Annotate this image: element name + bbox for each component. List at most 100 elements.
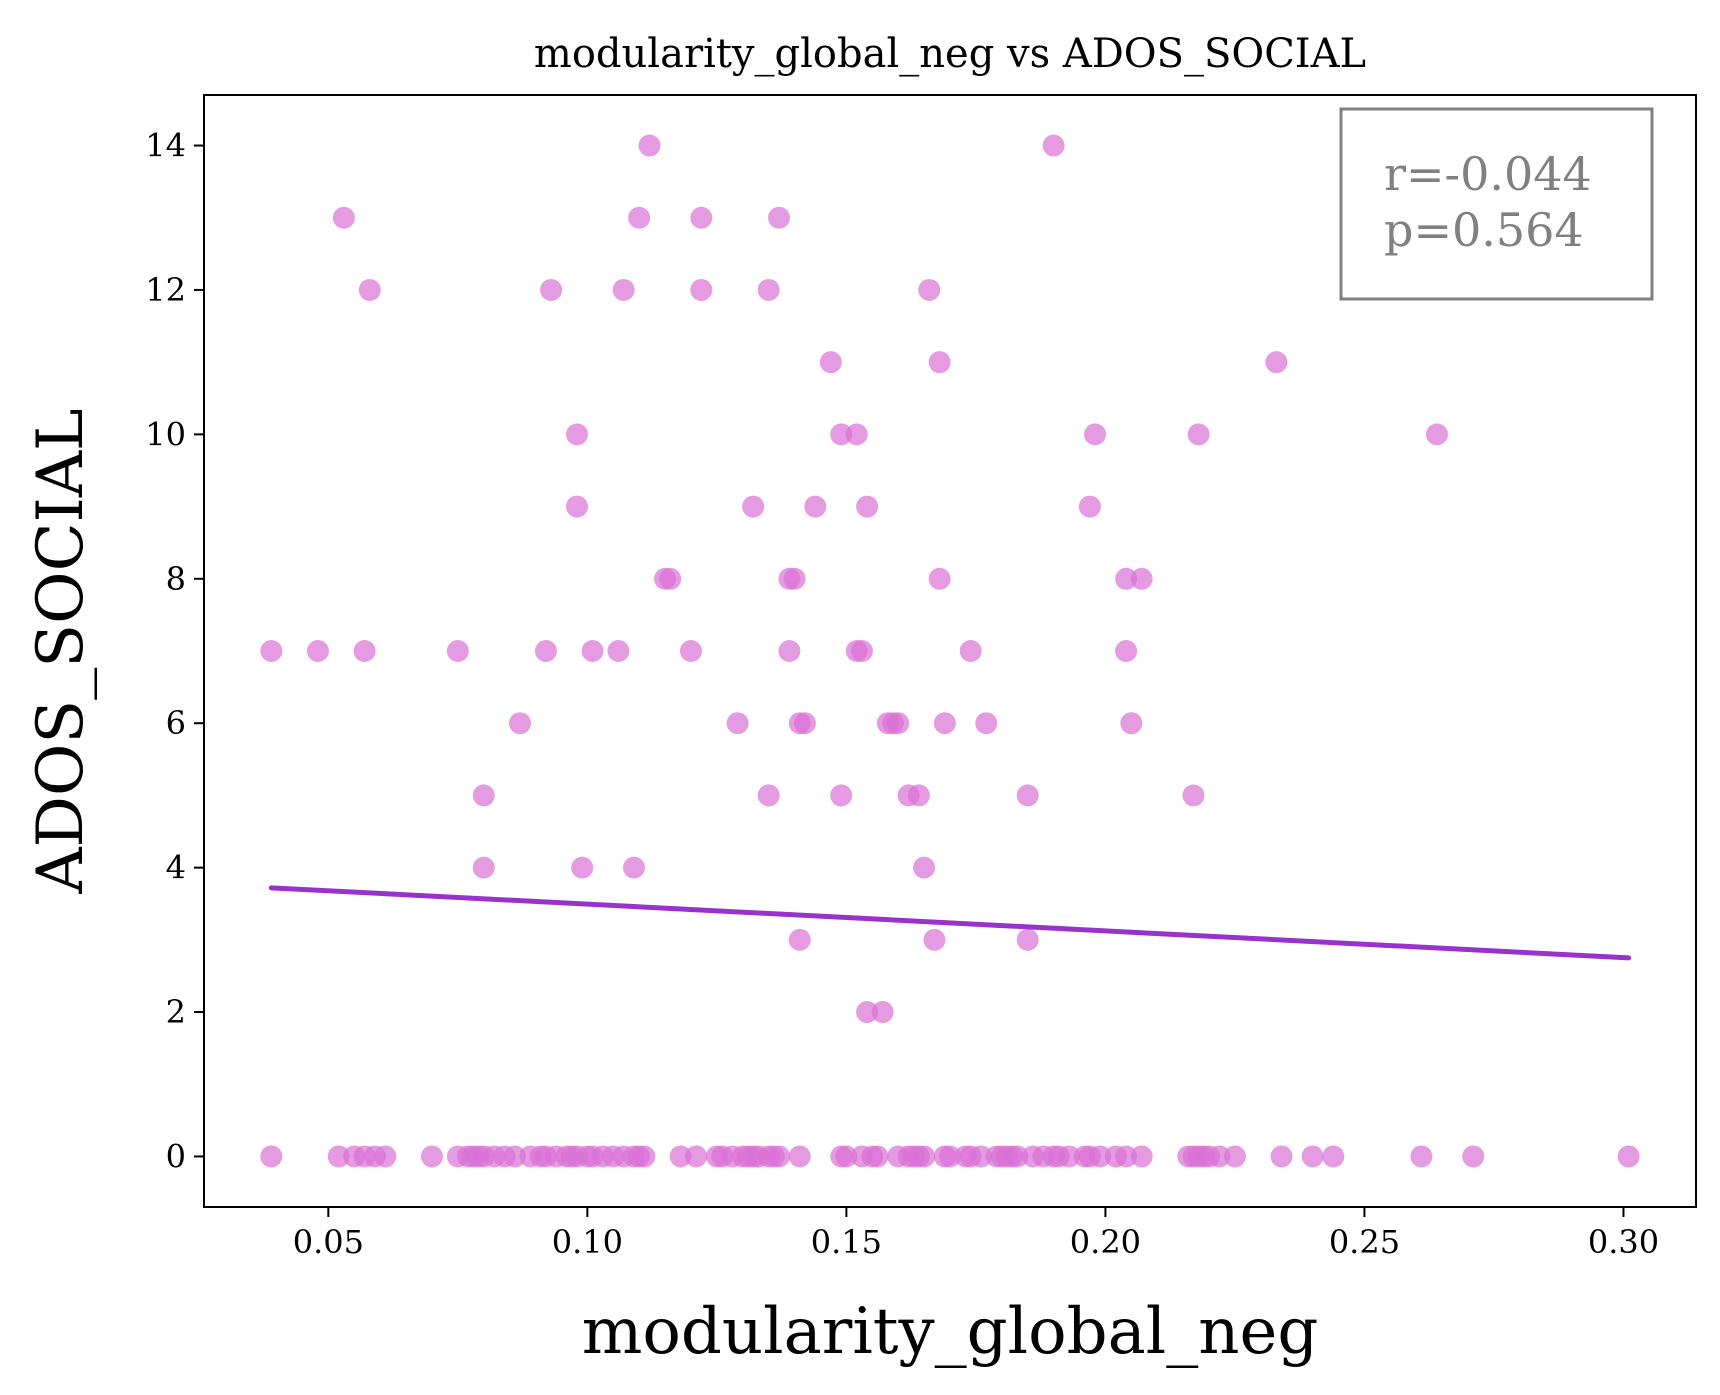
data-point	[358, 278, 381, 301]
data-point	[638, 134, 661, 157]
data-point	[420, 1145, 443, 1168]
data-point	[975, 712, 998, 735]
data-point	[742, 495, 765, 518]
data-point	[685, 1145, 708, 1168]
data-point	[1115, 640, 1138, 662]
data-point	[374, 1145, 397, 1168]
data-point	[1182, 784, 1205, 807]
data-point	[633, 1145, 656, 1168]
data-point	[566, 495, 588, 518]
data-point	[571, 856, 594, 879]
x-tick-label: 0.10	[552, 1223, 623, 1261]
data-point	[446, 640, 469, 662]
data-point	[1301, 1145, 1324, 1168]
data-point	[332, 206, 355, 229]
data-point	[622, 856, 645, 879]
data-point	[581, 640, 604, 662]
data-point	[845, 423, 868, 446]
data-point	[939, 1145, 961, 1168]
data-point	[260, 640, 283, 662]
data-point	[804, 495, 827, 518]
data-point	[1187, 423, 1210, 446]
data-point	[607, 640, 630, 662]
data-point	[788, 1145, 811, 1168]
x-tick-label: 0.05	[293, 1223, 364, 1261]
data-point	[768, 206, 791, 229]
data-point	[306, 640, 329, 662]
stats-annotation: r=-0.044 p=0.564	[1339, 107, 1654, 301]
data-point	[1223, 1145, 1246, 1168]
y-tick-label: 2	[166, 993, 186, 1031]
data-point	[907, 784, 930, 807]
data-point	[679, 640, 702, 662]
data-point	[970, 1145, 993, 1168]
x-tick-label: 0.15	[811, 1223, 882, 1261]
y-tick-label: 14	[145, 127, 186, 165]
data-point	[1058, 1145, 1081, 1168]
data-point	[1016, 928, 1039, 951]
stats-p-value: p=0.564	[1384, 203, 1584, 257]
data-point	[757, 278, 780, 301]
data-point	[472, 784, 495, 807]
data-point	[913, 856, 936, 879]
data-point	[856, 495, 879, 518]
regression-line	[268, 885, 1632, 961]
data-point	[757, 784, 780, 807]
data-point	[1115, 567, 1138, 590]
data-point	[659, 567, 682, 590]
x-axis-ticks: 0.05 0.10 0.15 0.20 0.25 0.30	[293, 1207, 1659, 1261]
data-point	[566, 423, 588, 446]
data-point	[1270, 1145, 1293, 1168]
data-point	[1617, 1145, 1640, 1168]
data-point	[1410, 1145, 1433, 1168]
data-point	[1089, 1145, 1112, 1168]
data-point	[830, 784, 853, 807]
y-tick-label: 4	[166, 849, 186, 887]
data-point	[628, 206, 651, 229]
data-point	[1078, 495, 1101, 518]
data-point	[1208, 1145, 1231, 1168]
data-point	[509, 712, 532, 735]
plot-frame	[203, 94, 1697, 1208]
stats-box-border	[1339, 107, 1654, 301]
data-point	[260, 1145, 283, 1168]
data-point	[793, 712, 816, 735]
data-point	[353, 640, 376, 662]
data-point	[778, 640, 801, 662]
data-point	[1120, 712, 1143, 735]
y-tick-label: 0	[166, 1137, 186, 1175]
data-point	[866, 1145, 889, 1168]
x-tick-label: 0.30	[1588, 1223, 1659, 1261]
y-tick-label: 8	[166, 560, 186, 598]
data-point	[726, 712, 749, 735]
data-point	[1006, 1145, 1029, 1168]
data-point	[690, 206, 713, 229]
data-point	[768, 1145, 791, 1168]
data-point	[856, 1001, 879, 1024]
data-point	[1322, 1145, 1345, 1168]
data-point	[918, 278, 941, 301]
data-point	[871, 1001, 894, 1024]
data-point	[1425, 423, 1448, 446]
x-tick-label: 0.20	[1070, 1223, 1141, 1261]
data-point	[1115, 1145, 1138, 1168]
regression-line-group	[268, 885, 1632, 961]
data-point	[928, 351, 951, 374]
data-point	[503, 1145, 526, 1168]
y-tick-label: 10	[145, 415, 186, 453]
y-axis-title: ADOS_SOCIAL	[24, 408, 98, 894]
data-point	[1042, 134, 1065, 157]
data-point	[830, 423, 853, 446]
data-point	[534, 640, 557, 662]
data-point	[1084, 423, 1107, 446]
data-point	[819, 351, 842, 374]
data-point	[850, 640, 873, 662]
y-tick-label: 12	[145, 271, 186, 309]
data-point	[788, 928, 811, 951]
data-point	[540, 278, 563, 301]
data-point	[1130, 1145, 1153, 1168]
data-point	[1016, 784, 1039, 807]
data-point	[923, 928, 946, 951]
data-point	[933, 712, 956, 735]
